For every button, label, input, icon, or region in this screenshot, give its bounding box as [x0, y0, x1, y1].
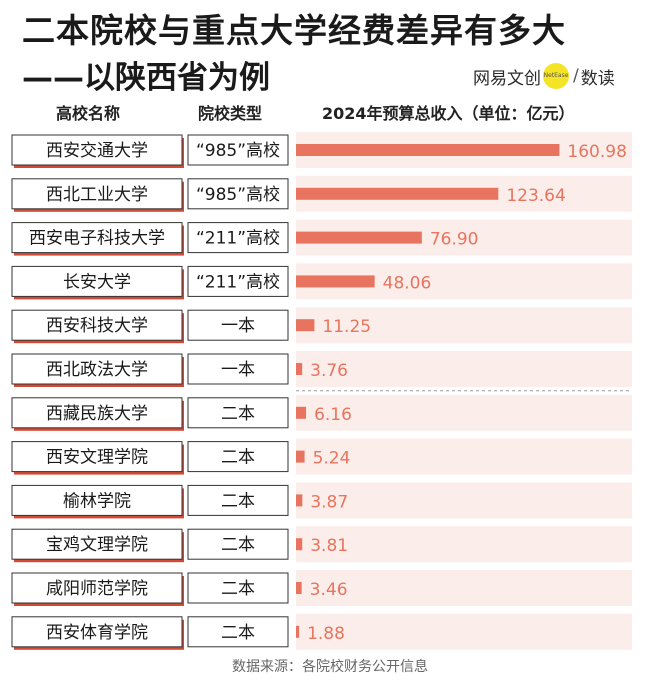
bar [296, 144, 560, 156]
school-box [11, 222, 183, 254]
type-box [187, 397, 289, 429]
school-box [11, 178, 183, 210]
value-label: 3.87 [310, 492, 348, 512]
school-type: 二本 [221, 491, 255, 511]
school-name: 宝鸡文理学院 [46, 535, 148, 555]
school-name: 西安体育学院 [46, 623, 148, 643]
bar [296, 450, 305, 463]
row-band [296, 438, 632, 475]
netease-badge-icon: NetEase [543, 63, 569, 89]
school-type: “211”高校 [196, 272, 280, 292]
school-type: 一本 [221, 316, 255, 336]
column-headers: 高校名称 院校类型 2024年预算总收入（单位：亿元） [0, 100, 660, 126]
school-name: 咸阳师范学院 [46, 579, 148, 599]
value-label: 76.90 [430, 230, 479, 250]
school-box [11, 484, 183, 516]
school-box [11, 528, 183, 560]
chart-subtitle: ——以陕西省为例 [22, 60, 270, 96]
row-band [296, 570, 632, 606]
brand-divider: / [573, 66, 579, 86]
school-type: “985”高校 [196, 185, 280, 205]
header-value: 2024年预算总收入（单位：亿元） [322, 104, 575, 123]
school-name: 西安文理学院 [46, 448, 148, 468]
school-name: 西北工业大学 [46, 185, 148, 205]
type-box [187, 178, 289, 210]
row-band [296, 351, 632, 387]
school-name: 西安交通大学 [46, 141, 148, 161]
brand-column: 数读 [580, 68, 615, 89]
type-box [187, 222, 289, 254]
school-box [11, 572, 183, 604]
bar [296, 625, 300, 638]
type-box [187, 528, 289, 560]
school-box [11, 353, 183, 385]
school-box [11, 309, 183, 341]
school-type: 二本 [221, 623, 255, 643]
school-type: 二本 [221, 535, 255, 555]
row-band [296, 482, 632, 519]
brand-name: 网易文创 [473, 68, 541, 89]
school-type: “985”高校 [196, 141, 280, 161]
bar [296, 494, 303, 507]
type-box [187, 309, 289, 341]
type-box [187, 484, 289, 516]
school-name: 西安电子科技大学 [29, 229, 165, 249]
school-type: 二本 [221, 404, 255, 424]
school-type: 二本 [221, 579, 255, 599]
bar [296, 319, 315, 332]
bar [296, 363, 303, 375]
bar [296, 275, 375, 288]
value-label: 160.98 [567, 142, 626, 162]
data-source: 数据来源：各院校财务公开信息 [232, 659, 428, 675]
value-label: 11.25 [322, 317, 371, 337]
bar [296, 406, 307, 419]
school-box [11, 616, 183, 648]
value-label: 3.81 [310, 536, 348, 556]
chart-title: 二本院校与重点大学经费差异有多大 [22, 11, 566, 50]
bar [296, 582, 302, 594]
type-box [187, 572, 289, 604]
header-type: 院校类型 [198, 104, 263, 123]
value-label: 123.64 [506, 186, 565, 206]
row-band [296, 307, 632, 344]
bar [296, 538, 303, 551]
type-box [187, 616, 289, 648]
value-label: 3.46 [310, 580, 348, 600]
value-label: 5.24 [313, 449, 351, 469]
type-box [187, 134, 289, 166]
brand-logo: 网易文创 NetEase / 数读 [473, 62, 615, 90]
school-name: 西安科技大学 [46, 316, 148, 336]
school-box [11, 134, 183, 166]
row-band [296, 526, 632, 563]
type-box [187, 353, 289, 385]
school-name: 长安大学 [63, 272, 131, 292]
value-label: 1.88 [307, 624, 345, 644]
school-box [11, 397, 183, 429]
school-type: 二本 [221, 448, 255, 468]
school-name: 榆林学院 [63, 491, 131, 511]
type-box [187, 265, 289, 297]
school-name: 西藏民族大学 [46, 404, 148, 424]
header-school: 高校名称 [56, 104, 121, 123]
school-type: “211”高校 [196, 229, 280, 249]
school-box [11, 265, 183, 297]
bar [296, 231, 422, 244]
school-name: 西北政法大学 [46, 360, 148, 380]
value-label: 6.16 [314, 405, 352, 425]
value-label: 3.76 [310, 361, 348, 381]
row-band [296, 394, 632, 431]
bar [296, 187, 499, 200]
row-band [296, 613, 632, 650]
school-box [11, 441, 183, 473]
type-box [187, 441, 289, 473]
school-type: 一本 [221, 360, 255, 380]
value-label: 48.06 [383, 273, 432, 293]
